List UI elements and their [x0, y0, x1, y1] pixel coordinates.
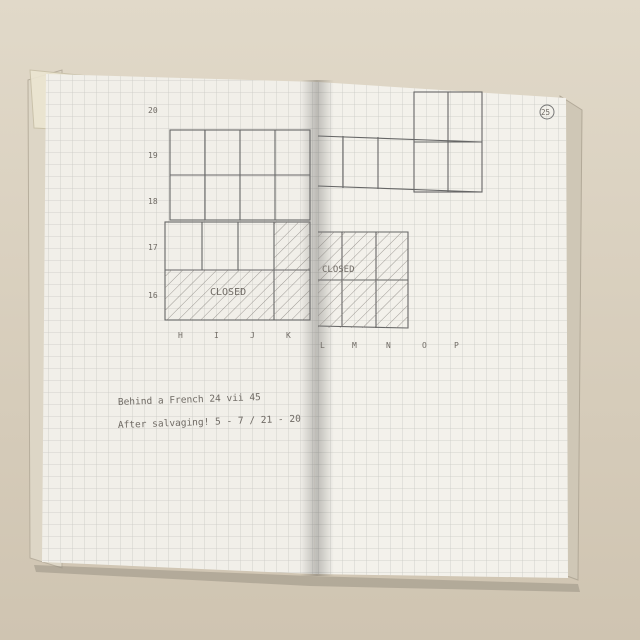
row-label-16: 16 — [148, 291, 158, 300]
page-number-circle — [539, 104, 555, 120]
col-label-n: N — [386, 341, 391, 350]
col-label-k: K — [286, 331, 291, 340]
col-label-l: L — [320, 341, 325, 350]
col-label-j: J — [250, 331, 255, 340]
col-label-h: H — [178, 331, 183, 340]
col-label-o: O — [422, 341, 427, 350]
right-hatched-area — [318, 232, 408, 328]
left-hatched-area-bottom — [165, 270, 310, 320]
left-page-grid — [42, 74, 318, 574]
left-hatched-area-k — [274, 222, 310, 270]
left-closed-label: CLOSED — [210, 287, 246, 298]
right-page-grid — [314, 82, 568, 578]
row-label-20: 20 — [148, 106, 158, 115]
col-label-m: M — [352, 341, 357, 350]
note-line-1: Behind a French 24 vii 45 — [118, 392, 261, 408]
notebook-shadow — [34, 565, 580, 592]
row-label-17: 17 — [148, 243, 158, 252]
row-label-19: 19 — [148, 151, 158, 160]
right-closed-label: CLOSED — [322, 265, 355, 275]
row-label-18: 18 — [148, 197, 158, 206]
col-label-p: P — [454, 341, 459, 350]
col-label-i: I — [214, 331, 219, 340]
page-number: 25 — [541, 108, 550, 117]
